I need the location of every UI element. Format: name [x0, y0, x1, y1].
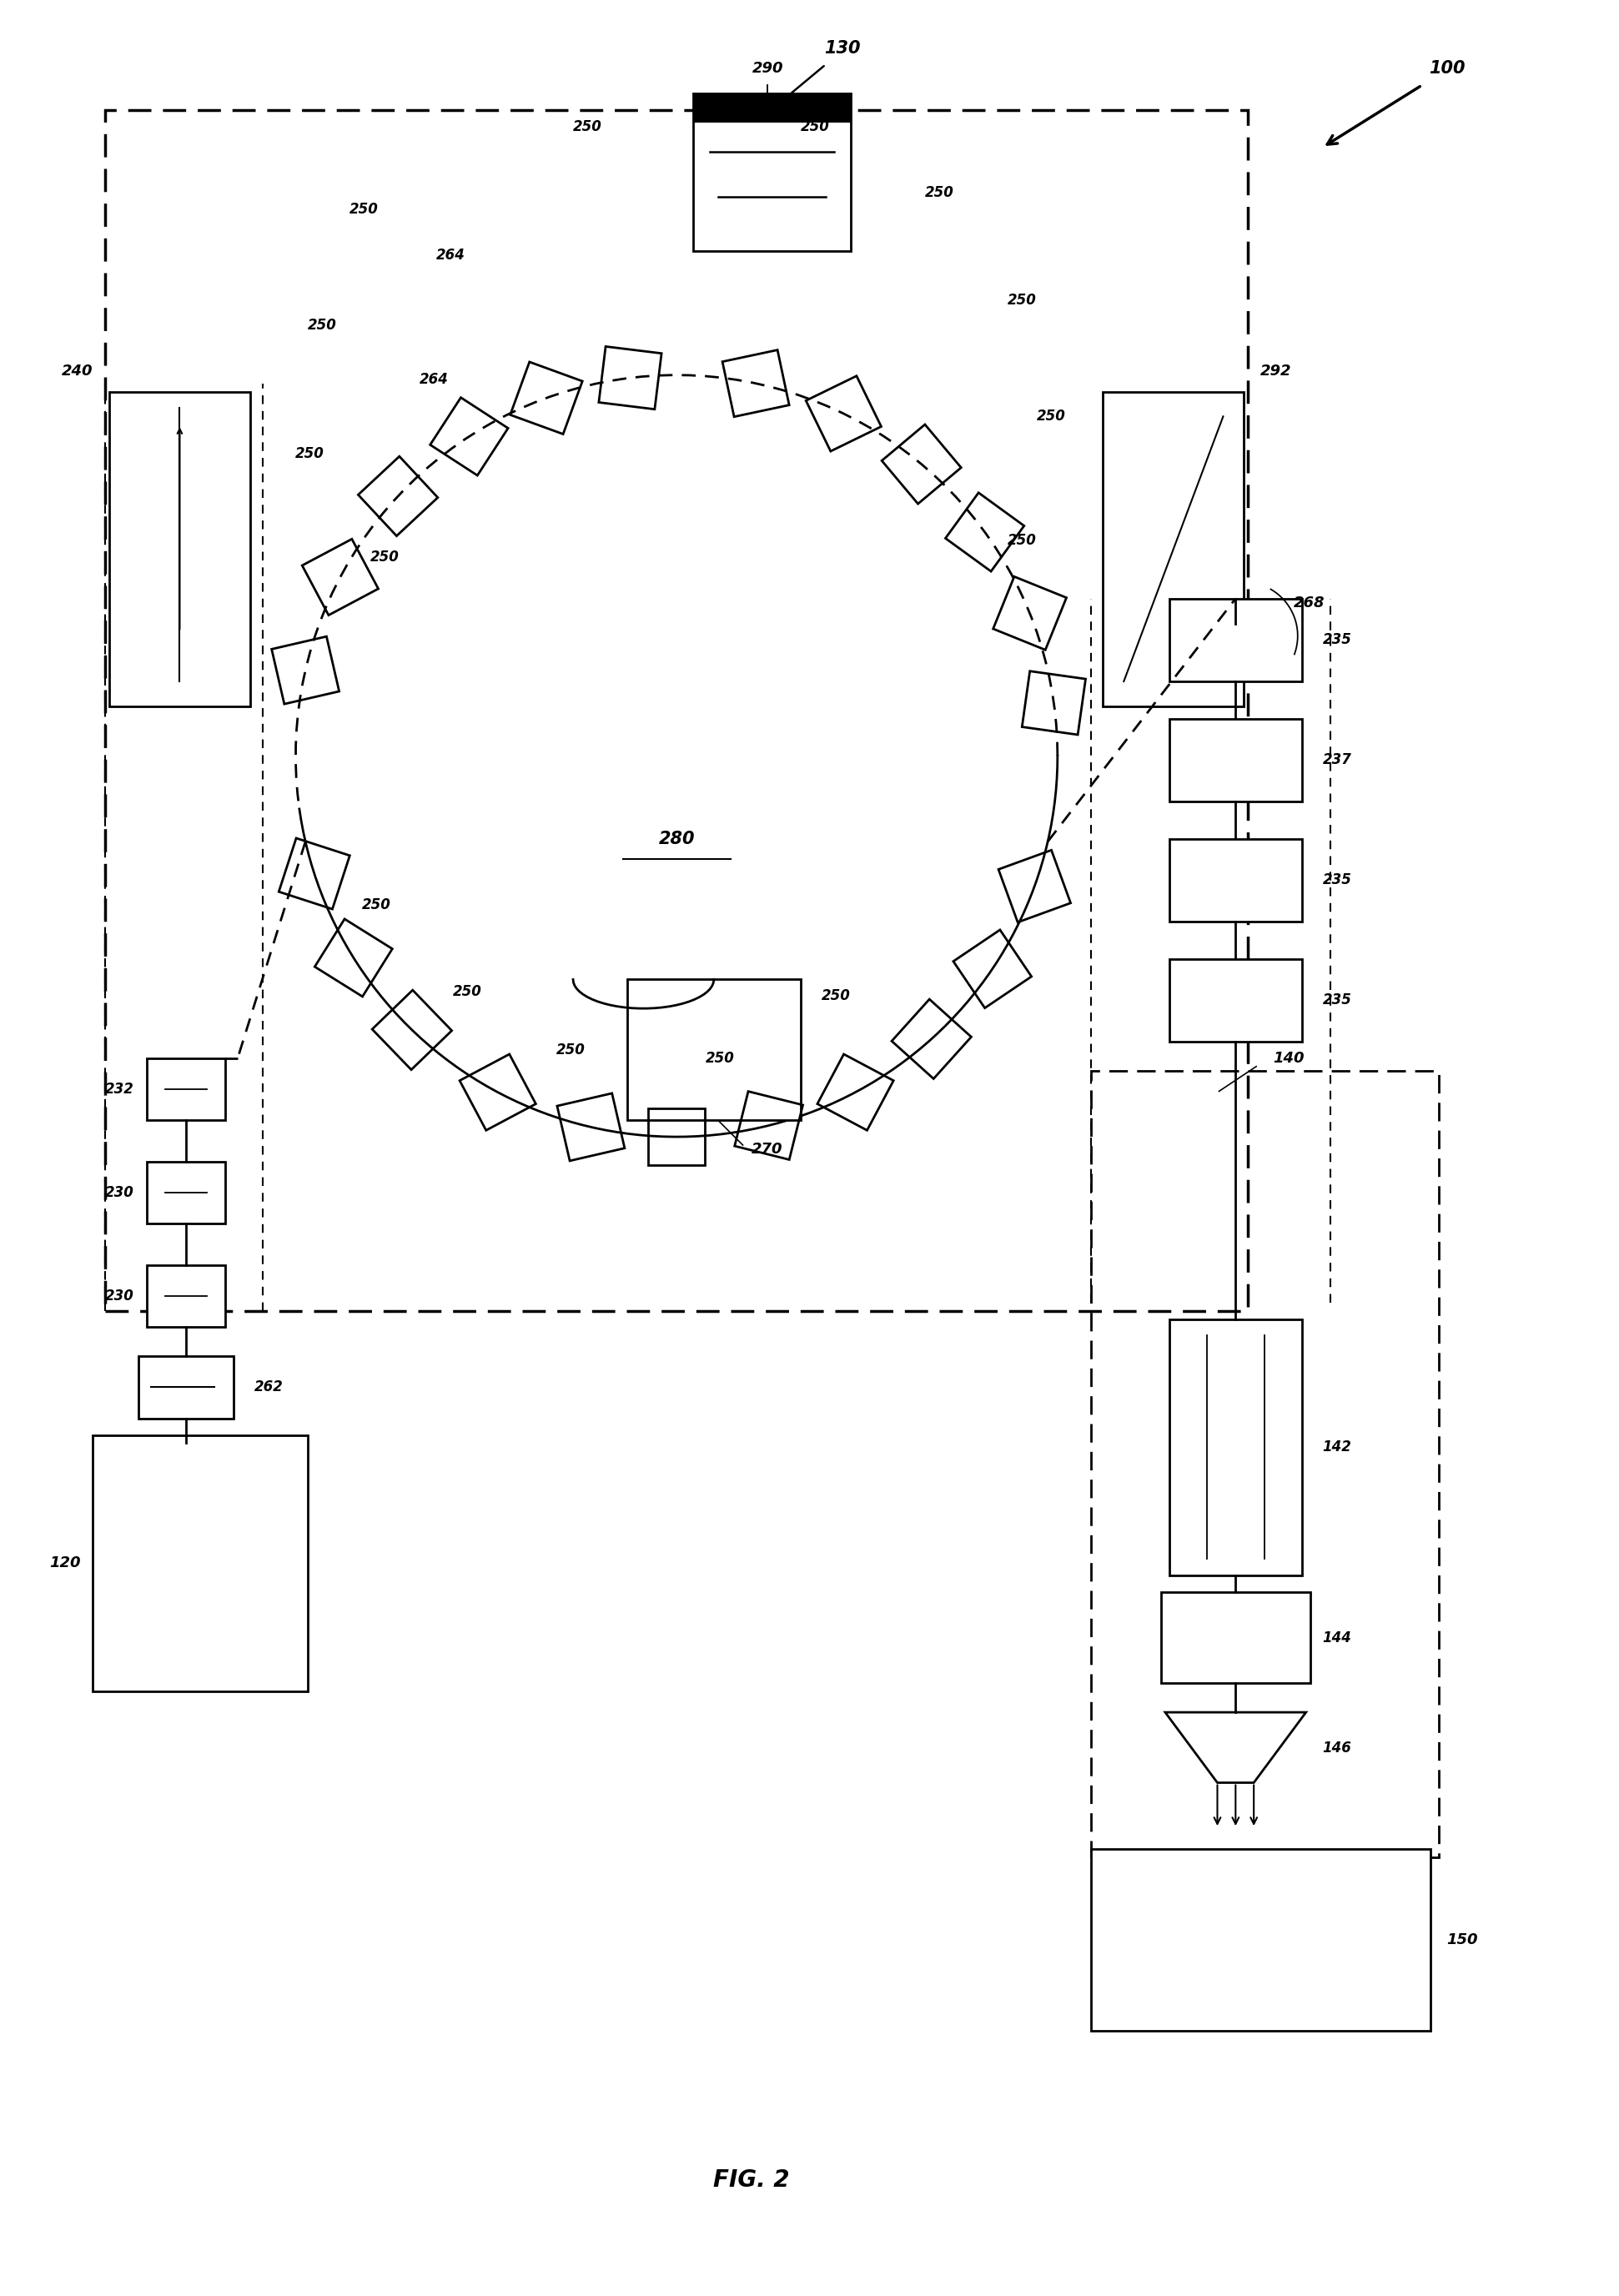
Text: 262: 262: [254, 1380, 283, 1394]
Text: 142: 142: [1323, 1440, 1352, 1456]
Text: 146: 146: [1323, 1740, 1352, 1756]
Text: 100: 100: [1428, 60, 1465, 78]
Text: 250: 250: [573, 119, 602, 133]
Text: 235: 235: [1323, 872, 1352, 889]
Text: 250: 250: [453, 985, 482, 999]
Text: 150: 150: [1447, 1933, 1478, 1947]
Text: 250: 250: [1009, 294, 1036, 308]
Bar: [1169, 1318, 1302, 1575]
Text: 235: 235: [1323, 992, 1352, 1008]
Text: 235: 235: [1323, 631, 1352, 647]
Text: 250: 250: [371, 549, 400, 565]
Text: 250: 250: [361, 898, 390, 912]
Text: 250: 250: [924, 186, 954, 200]
Bar: [147, 1162, 225, 1224]
Text: 144: 144: [1323, 1630, 1352, 1646]
Bar: [1169, 599, 1302, 682]
Text: 250: 250: [296, 445, 325, 461]
Text: 230: 230: [105, 1185, 134, 1201]
Text: 264: 264: [419, 372, 448, 386]
Text: 250: 250: [1009, 533, 1036, 549]
Text: 250: 250: [801, 119, 831, 133]
Text: 280: 280: [659, 831, 695, 847]
Bar: [138, 1357, 233, 1419]
Bar: [693, 94, 850, 250]
Text: 250: 250: [706, 1052, 735, 1065]
Bar: [1169, 719, 1302, 801]
Bar: [1091, 1070, 1438, 1857]
Text: 250: 250: [1036, 409, 1065, 425]
Text: 250: 250: [308, 317, 337, 333]
Text: 237: 237: [1323, 753, 1352, 767]
Bar: [1161, 1591, 1310, 1683]
Bar: [1169, 960, 1302, 1042]
Text: 120: 120: [49, 1557, 81, 1570]
Text: 264: 264: [436, 248, 465, 262]
Bar: [1103, 393, 1243, 707]
Bar: [627, 980, 801, 1120]
Bar: [1091, 1848, 1430, 2032]
Text: 140: 140: [1273, 1052, 1305, 1065]
Bar: [92, 1435, 308, 1692]
Text: 268: 268: [1294, 595, 1324, 611]
Text: 250: 250: [350, 202, 379, 216]
Bar: [147, 1058, 225, 1120]
Text: 250: 250: [557, 1042, 586, 1058]
Text: 250: 250: [821, 990, 850, 1003]
Text: 270: 270: [751, 1141, 782, 1157]
Text: 240: 240: [62, 363, 92, 379]
Bar: [110, 393, 249, 707]
Bar: [147, 1265, 225, 1327]
Text: 232: 232: [105, 1081, 134, 1097]
Text: 292: 292: [1261, 363, 1292, 379]
Bar: [1169, 838, 1302, 921]
Text: FIG. 2: FIG. 2: [712, 2167, 790, 2193]
Text: 290: 290: [753, 62, 784, 76]
Text: 230: 230: [105, 1288, 134, 1304]
Text: 130: 130: [824, 39, 860, 57]
Bar: [105, 110, 1248, 1311]
Bar: [693, 94, 850, 122]
